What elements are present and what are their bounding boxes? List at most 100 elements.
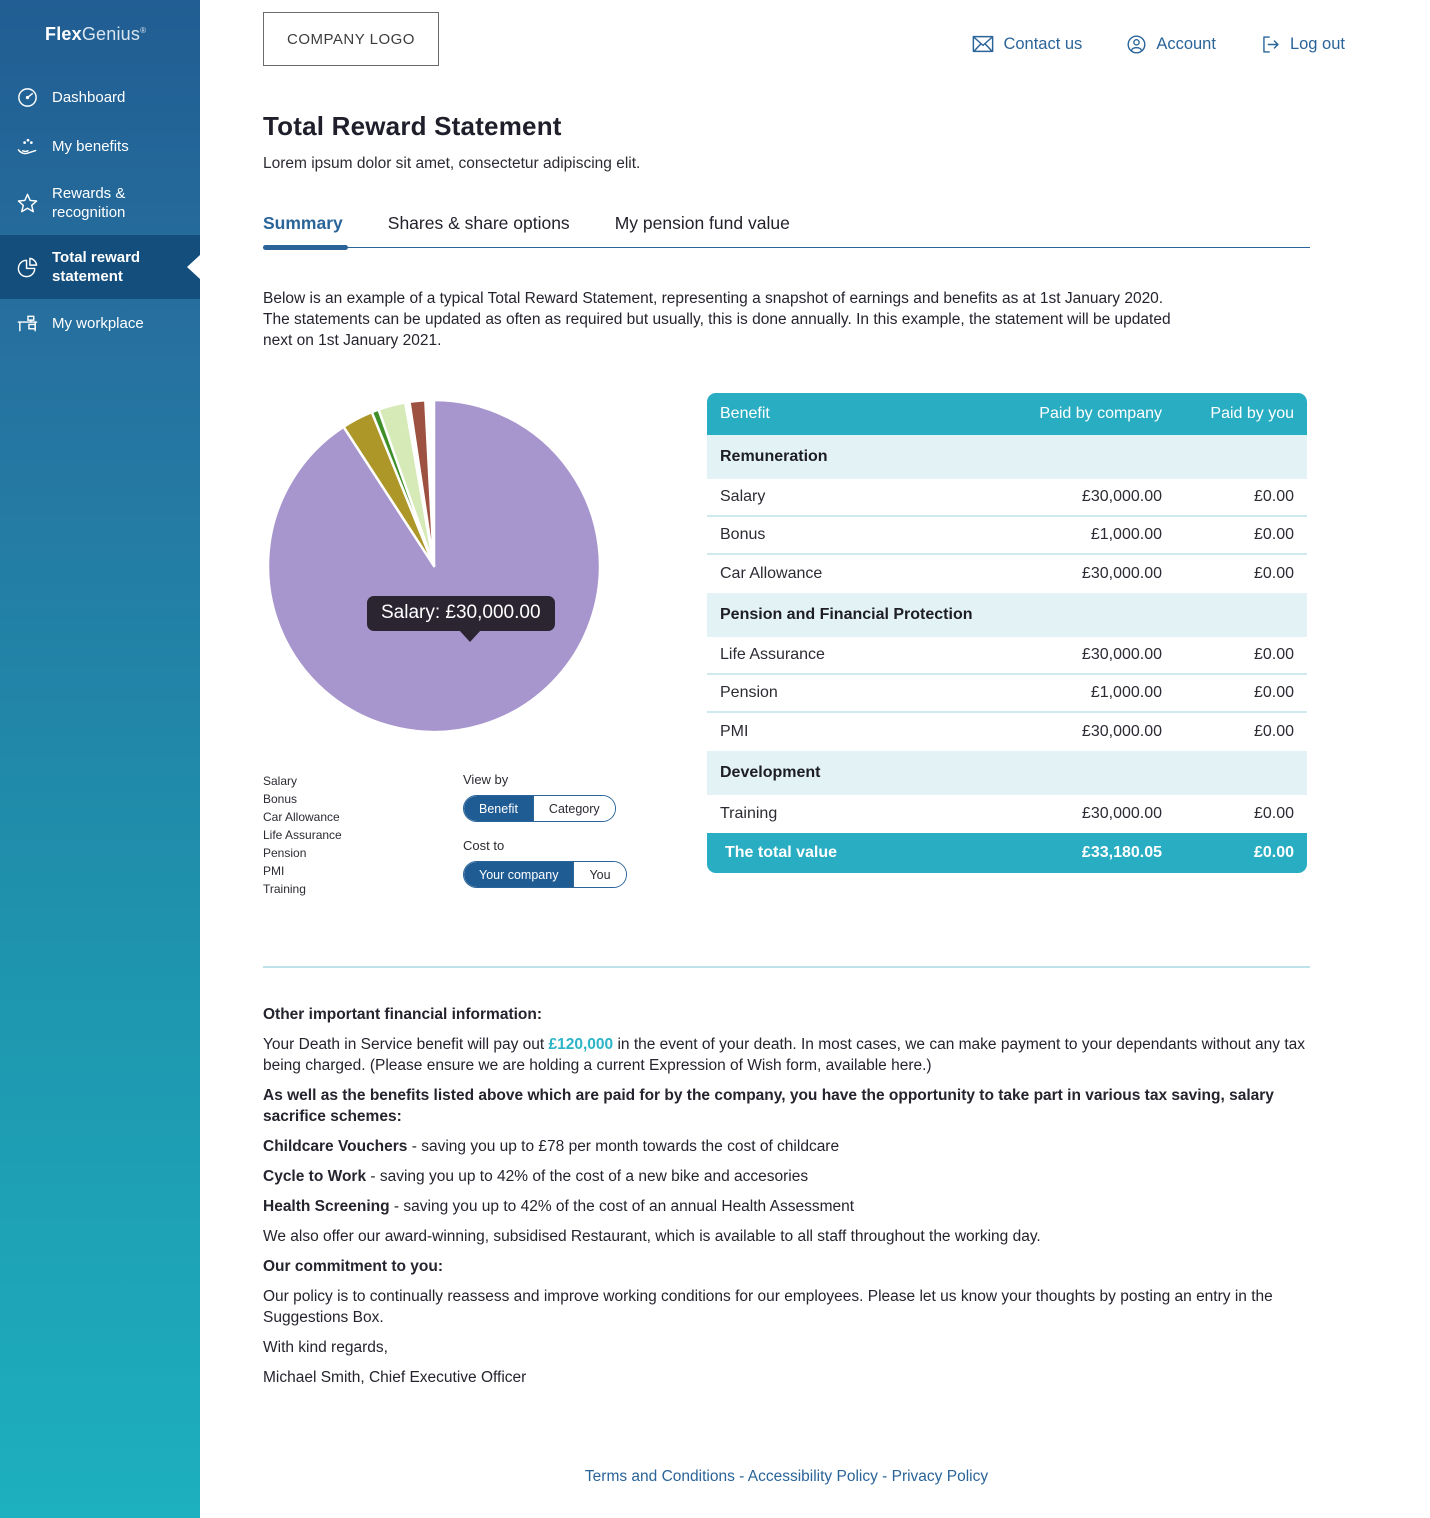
legend-item[interactable]: Life Assurance: [263, 828, 342, 842]
chart-controls: View by Benefit Category Cost to Your co…: [463, 772, 683, 904]
page-title: Total Reward Statement: [263, 111, 562, 141]
signature-line: Michael Smith, Chief Executive Officer: [263, 1369, 527, 1386]
commitment-heading: Our commitment to you:: [263, 1258, 443, 1275]
table-row-training: Training £30,000.00 £0.00: [707, 795, 1307, 833]
privacy-policy-link[interactable]: Privacy Policy: [891, 1468, 989, 1485]
content-area: COMPANY LOGO Contact us: [200, 0, 1430, 1518]
tab-my-pension-fund-value[interactable]: My pension fund value: [614, 213, 790, 233]
view-by-toggle: Benefit Category: [463, 795, 616, 822]
pie-chart-icon: [17, 257, 38, 277]
section-row-remuneration: Remuneration: [707, 435, 1307, 479]
benefits-pie-chart[interactable]: Salary: £30,000.00: [263, 393, 605, 739]
sidebar-item-total-reward-statement[interactable]: Total reward statement: [0, 235, 200, 299]
intro-paragraph: Below is an example of a typical Total R…: [263, 290, 1171, 349]
terms-and-conditions-link[interactable]: Terms and Conditions: [584, 1468, 735, 1485]
chart-column: Salary: £30,000.00 Salary Bonus Car Allo…: [263, 393, 707, 904]
benefits-table: Benefit Paid by company Paid by you Remu…: [707, 393, 1307, 904]
table-total-row: The total value £33,180.05 £0.00: [707, 833, 1307, 873]
header-benefit: Benefit: [720, 405, 770, 422]
cost-to-label: Cost to: [463, 838, 505, 853]
view-by-label: View by: [463, 772, 509, 787]
scheme-health-screening: Health Screening - saving you up to 42% …: [263, 1198, 855, 1215]
sidebar-item-my-benefits[interactable]: My benefits: [0, 122, 200, 171]
logo-bold: Flex: [45, 24, 82, 44]
sidebar-item-my-workplace[interactable]: My workplace: [0, 299, 200, 348]
contact-us-link[interactable]: Contact us: [972, 35, 1082, 54]
table-row-pension: Pension £1,000.00 £0.00: [707, 675, 1307, 713]
table-row-car-allowance: Car Allowance £30,000.00 £0.00: [707, 555, 1307, 593]
accessibility-policy-link[interactable]: Accessibility Policy: [747, 1468, 878, 1485]
view-by-category-option[interactable]: Category: [532, 796, 615, 821]
pie-svg: [266, 398, 602, 734]
dashboard-icon: [18, 88, 37, 107]
regards-line: With kind regards,: [263, 1339, 388, 1356]
schemes-intro: As well as the benefits listed above whi…: [263, 1087, 1274, 1125]
log-out-label: Log out: [1289, 34, 1345, 53]
logo-light: Genius: [81, 24, 141, 44]
chart-and-table-row: Salary: £30,000.00 Salary Bonus Car Allo…: [263, 393, 1310, 904]
chart-legend: Salary Bonus Car Allowance Life Assuranc…: [263, 772, 463, 904]
death-benefit-amount: £120,000: [548, 1036, 614, 1053]
chart-tooltip: Salary: £30,000.00: [367, 596, 555, 631]
scheme-childcare-vouchers: Childcare Vouchers - saving you up to £7…: [263, 1138, 840, 1155]
tab-summary[interactable]: Summary: [263, 213, 348, 250]
info-heading: Other important financial information:: [263, 1006, 543, 1023]
table-row-pmi: PMI £30,000.00 £0.00: [707, 713, 1307, 751]
benefits-hand-icon: [17, 138, 37, 155]
legend-item[interactable]: Car Allowance: [263, 810, 340, 824]
flexgenius-logo: FlexGenius®: [0, 0, 200, 73]
company-logo-placeholder: COMPANY LOGO: [263, 12, 439, 66]
sidebar-item-label: My benefits: [52, 138, 129, 155]
section-row-development: Development: [707, 751, 1307, 795]
page-subtitle: Lorem ipsum dolor sit amet, consectetur …: [263, 155, 641, 172]
envelope-icon: [973, 35, 994, 53]
company-logo-text: COMPANY LOGO: [287, 30, 415, 48]
cost-to-toggle: Your company You: [463, 861, 627, 888]
section-row-pension-financial-protection: Pension and Financial Protection: [707, 593, 1307, 637]
star-icon: [17, 193, 38, 212]
header-paid-by-you: Paid by you: [1210, 405, 1294, 422]
main-panel: Total Reward Statement Lorem ipsum dolor…: [200, 111, 1310, 1518]
sidebar-item-label: Total reward statement: [52, 249, 141, 285]
scheme-cycle-to-work: Cycle to Work - saving you up to 42% of …: [263, 1168, 809, 1185]
commitment-paragraph: Our policy is to continually reassess an…: [263, 1288, 1273, 1326]
legend-item[interactable]: Pension: [263, 846, 307, 860]
account-link[interactable]: Account: [1126, 34, 1216, 55]
sidebar-item-dashboard[interactable]: Dashboard: [0, 73, 200, 122]
desk-icon: [17, 315, 38, 332]
sidebar-item-label: My workplace: [52, 315, 144, 332]
legend-and-controls: Salary Bonus Car Allowance Life Assuranc…: [263, 772, 707, 904]
sidebar-item-label: Dashboard: [52, 89, 126, 106]
section-divider: [263, 966, 1310, 968]
registered-mark: ®: [140, 26, 147, 35]
tab-bar: Summary Shares & share options My pensio…: [263, 213, 1310, 250]
contact-us-label: Contact us: [1003, 34, 1083, 53]
table-row-salary: Salary £30,000.00 £0.00: [707, 479, 1307, 517]
financial-info-section: Other important financial information: Y…: [263, 1004, 1313, 1388]
table-row-life-assurance: Life Assurance £30,000.00 £0.00: [707, 637, 1307, 675]
view-by-benefit-option[interactable]: Benefit: [464, 796, 533, 821]
sidebar-item-rewards-recognition[interactable]: Rewards & recognition: [0, 171, 200, 235]
account-icon: [1127, 34, 1146, 54]
legend-item[interactable]: Salary: [263, 774, 298, 788]
topbar-links: Contact us Account Log out: [972, 34, 1345, 55]
legend-item[interactable]: Bonus: [263, 792, 298, 806]
death-in-service-paragraph: Your Death in Service benefit will pay o…: [263, 1036, 1306, 1074]
table-row-bonus: Bonus £1,000.00 £0.00: [707, 517, 1307, 555]
cost-to-your-company-option[interactable]: Your company: [464, 862, 574, 887]
sidebar-item-label: Rewards & recognition: [52, 185, 126, 221]
sidebar: FlexGenius® Dashboard My benefits Reward…: [0, 0, 200, 1518]
footer-separator: -: [877, 1468, 892, 1485]
restaurant-paragraph: We also offer our award-winning, subsidi…: [263, 1228, 1041, 1245]
table-header-row: Benefit Paid by company Paid by you: [707, 393, 1307, 435]
log-out-link[interactable]: Log out: [1260, 34, 1345, 55]
header-paid-by-company: Paid by company: [1039, 405, 1162, 422]
legend-item[interactable]: PMI: [263, 864, 285, 878]
tab-shares-share-options[interactable]: Shares & share options: [387, 213, 570, 233]
log-out-icon: [1263, 35, 1279, 53]
footer-separator: -: [734, 1468, 748, 1485]
cost-to-you-option[interactable]: You: [573, 862, 626, 887]
legend-item[interactable]: Training: [263, 882, 306, 896]
footer-links: Terms and Conditions - Accessibility Pol…: [263, 1468, 1310, 1518]
